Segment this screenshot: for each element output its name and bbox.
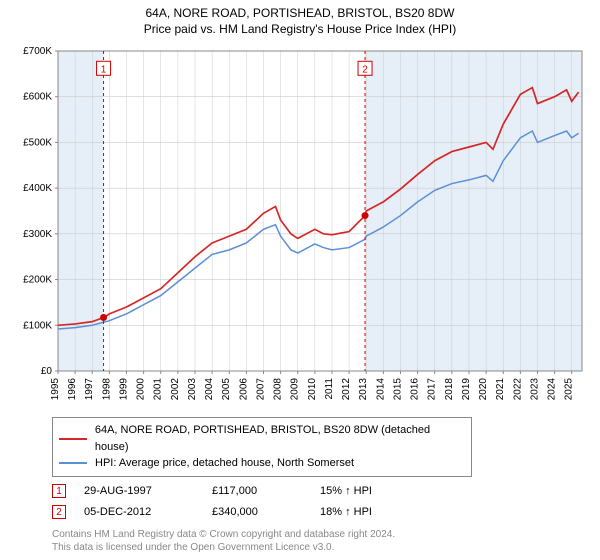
legend-label: 64A, NORE ROAD, PORTISHEAD, BRISTOL, BS2… [95, 422, 465, 455]
svg-text:2017: 2017 [427, 378, 438, 401]
svg-text:2021: 2021 [495, 378, 506, 401]
svg-text:2006: 2006 [238, 378, 249, 401]
svg-text:2010: 2010 [307, 378, 318, 401]
chart-subtitle: Price paid vs. HM Land Registry's House … [8, 22, 592, 38]
svg-text:2002: 2002 [170, 378, 181, 401]
title-block: 64A, NORE ROAD, PORTISHEAD, BRISTOL, BS2… [8, 6, 592, 37]
svg-text:2023: 2023 [529, 378, 540, 401]
svg-text:£400K: £400K [23, 183, 52, 194]
svg-text:2: 2 [362, 64, 368, 75]
svg-text:2003: 2003 [187, 378, 198, 401]
svg-text:£600K: £600K [23, 92, 52, 103]
svg-text:2024: 2024 [547, 378, 558, 401]
svg-text:2020: 2020 [478, 378, 489, 401]
svg-text:1995: 1995 [50, 378, 61, 401]
svg-text:£0: £0 [41, 366, 53, 377]
event-list: 1 29-AUG-1997 £117,000 15% ↑ HPI 2 05-DE… [52, 481, 592, 523]
svg-text:1999: 1999 [118, 378, 129, 401]
svg-text:£500K: £500K [23, 138, 52, 149]
svg-text:2019: 2019 [461, 378, 472, 401]
attribution-line: This data is licensed under the Open Gov… [52, 541, 592, 554]
legend-item: 64A, NORE ROAD, PORTISHEAD, BRISTOL, BS2… [59, 422, 465, 455]
event-date: 05-DEC-2012 [84, 502, 194, 523]
svg-text:2012: 2012 [341, 378, 352, 401]
legend-label: HPI: Average price, detached house, Nort… [95, 455, 354, 472]
svg-text:2015: 2015 [392, 378, 403, 401]
svg-text:£200K: £200K [23, 275, 52, 286]
svg-text:2009: 2009 [290, 378, 301, 401]
svg-text:2014: 2014 [375, 378, 386, 401]
svg-text:2011: 2011 [324, 378, 335, 400]
event-marker: 2 [52, 505, 66, 519]
attribution-line: Contains HM Land Registry data © Crown c… [52, 528, 592, 541]
chart-container: 64A, NORE ROAD, PORTISHEAD, BRISTOL, BS2… [0, 0, 600, 560]
svg-text:2016: 2016 [410, 378, 421, 401]
svg-text:1: 1 [101, 64, 107, 75]
attribution: Contains HM Land Registry data © Crown c… [52, 528, 592, 554]
svg-text:2022: 2022 [512, 378, 523, 401]
event-price: £340,000 [212, 502, 302, 523]
svg-text:2004: 2004 [204, 378, 215, 401]
chart-area: £0 £100K £200K £300K £400K £500K £600K £700K 199… [8, 41, 592, 411]
svg-text:2025: 2025 [564, 378, 575, 401]
event-date: 29-AUG-1997 [84, 481, 194, 502]
legend-swatch [59, 462, 87, 464]
svg-text:£100K: £100K [23, 320, 52, 331]
svg-text:2001: 2001 [153, 378, 164, 401]
svg-text:2013: 2013 [358, 378, 369, 401]
event-row: 1 29-AUG-1997 £117,000 15% ↑ HPI [52, 481, 592, 502]
svg-text:2008: 2008 [273, 378, 284, 401]
svg-text:£700K: £700K [23, 46, 52, 57]
svg-text:1998: 1998 [101, 378, 112, 401]
event-row: 2 05-DEC-2012 £340,000 18% ↑ HPI [52, 502, 592, 523]
svg-text:1997: 1997 [84, 378, 95, 401]
svg-text:£300K: £300K [23, 229, 52, 240]
line-chart-svg: £0 £100K £200K £300K £400K £500K £600K £700K 199… [8, 41, 592, 411]
svg-text:2005: 2005 [221, 378, 232, 401]
legend: 64A, NORE ROAD, PORTISHEAD, BRISTOL, BS2… [52, 417, 472, 477]
chart-title: 64A, NORE ROAD, PORTISHEAD, BRISTOL, BS2… [8, 6, 592, 22]
event-marker: 1 [52, 484, 66, 498]
event-delta: 15% ↑ HPI [320, 481, 410, 502]
svg-text:2007: 2007 [255, 378, 266, 401]
svg-text:1996: 1996 [67, 378, 78, 401]
svg-text:2018: 2018 [444, 378, 455, 401]
legend-swatch [59, 438, 87, 440]
svg-text:2000: 2000 [136, 378, 147, 401]
legend-item: HPI: Average price, detached house, Nort… [59, 455, 465, 472]
event-price: £117,000 [212, 481, 302, 502]
event-delta: 18% ↑ HPI [320, 502, 410, 523]
